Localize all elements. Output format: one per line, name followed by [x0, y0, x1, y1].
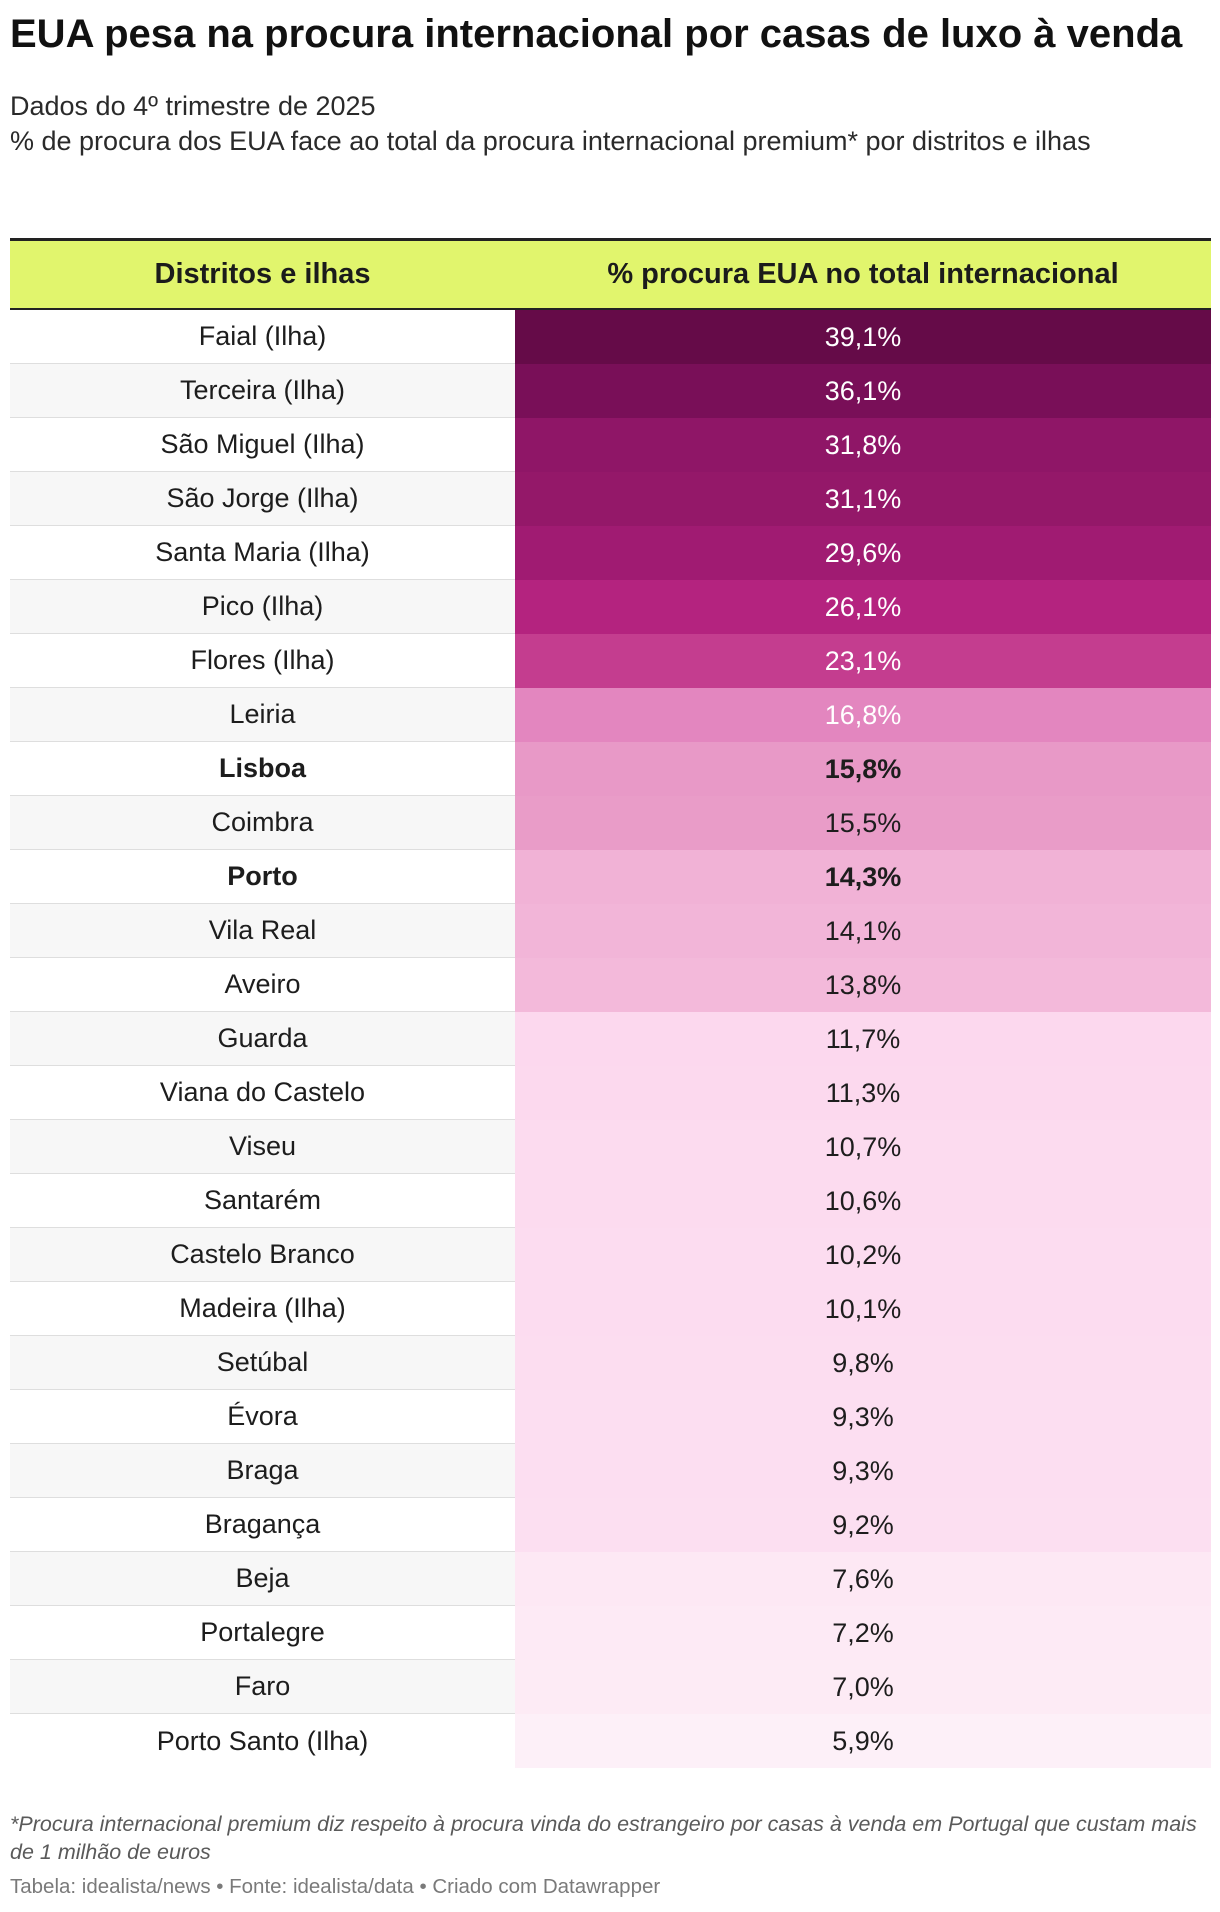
percentage-value-cell: 9,2%: [515, 1498, 1211, 1552]
percentage-value-cell: 13,8%: [515, 958, 1211, 1012]
percentage-value-cell: 31,1%: [515, 472, 1211, 526]
district-name-cell: Beja: [10, 1552, 515, 1606]
district-name-cell: Santa Maria (Ilha): [10, 526, 515, 580]
table-row: Guarda 11,7%: [10, 1012, 1211, 1066]
district-name-cell: Coimbra: [10, 796, 515, 850]
district-name-cell: Viana do Castelo: [10, 1066, 515, 1120]
district-name-cell: Leiria: [10, 688, 515, 742]
district-name-cell: Guarda: [10, 1012, 515, 1066]
table-row: Beja 7,6%: [10, 1552, 1211, 1606]
percentage-value-cell: 36,1%: [515, 364, 1211, 418]
district-name-cell: Santarém: [10, 1174, 515, 1228]
district-name-cell: Castelo Branco: [10, 1228, 515, 1282]
table-row: Santarém 10,6%: [10, 1174, 1211, 1228]
percentage-value-cell: 31,8%: [515, 418, 1211, 472]
percentage-value-cell: 7,0%: [515, 1660, 1211, 1714]
percentage-value-cell: 39,1%: [515, 310, 1211, 364]
percentage-value-cell: 10,2%: [515, 1228, 1211, 1282]
district-name-cell: Flores (Ilha): [10, 634, 515, 688]
table-row: Terceira (Ilha) 36,1%: [10, 364, 1211, 418]
district-name-cell: São Miguel (Ilha): [10, 418, 515, 472]
percentage-value-cell: 5,9%: [515, 1714, 1211, 1768]
table-row: Flores (Ilha) 23,1%: [10, 634, 1211, 688]
table-row: Leiria 16,8%: [10, 688, 1211, 742]
district-name-cell: Faro: [10, 1660, 515, 1714]
table-row: Faial (Ilha) 39,1%: [10, 310, 1211, 364]
district-name-cell: Madeira (Ilha): [10, 1282, 515, 1336]
table-row: Madeira (Ilha) 10,1%: [10, 1282, 1211, 1336]
table-row: Évora 9,3%: [10, 1390, 1211, 1444]
district-name-cell: Évora: [10, 1390, 515, 1444]
district-name-cell: Porto Santo (Ilha): [156, 1725, 369, 1756]
subtitle-line-1: Dados do 4º trimestre de 2025: [10, 91, 376, 121]
percentage-value-cell: 10,1%: [515, 1282, 1211, 1336]
district-name-cell: Braga: [10, 1444, 515, 1498]
percentage-value-cell: 9,3%: [515, 1390, 1211, 1444]
table-header: Distritos e ilhas % procura EUA no total…: [10, 238, 1211, 310]
percentage-value-cell: 11,3%: [515, 1066, 1211, 1120]
table-row: Porto Santo (Ilha) 5,9%: [10, 1714, 1211, 1768]
percentage-value-cell: 7,6%: [515, 1552, 1211, 1606]
table-row: Portalegre 7,2%: [10, 1606, 1211, 1660]
table-row: Castelo Branco 10,2%: [10, 1228, 1211, 1282]
table-row: São Jorge (Ilha) 31,1%: [10, 472, 1211, 526]
table-row: Lisboa 15,8%: [10, 742, 1211, 796]
table-row: Faro 7,0%: [10, 1660, 1211, 1714]
district-name-cell: Bragança: [10, 1498, 515, 1552]
table-row: Pico (Ilha) 26,1%: [10, 580, 1211, 634]
column-header-percentage[interactable]: % procura EUA no total internacional: [607, 258, 1119, 290]
table-row: Vila Real 14,1%: [10, 904, 1211, 958]
percentage-value-cell: 23,1%: [515, 634, 1211, 688]
table-row: Coimbra 15,5%: [10, 796, 1211, 850]
percentage-value-cell: 7,2%: [515, 1606, 1211, 1660]
data-table: Distritos e ilhas % procura EUA no total…: [10, 238, 1211, 1768]
district-name-cell: Porto: [10, 850, 515, 904]
percentage-value-cell: 14,3%: [515, 850, 1211, 904]
percentage-value-cell: 15,8%: [515, 742, 1211, 796]
percentage-value-cell: 11,7%: [515, 1012, 1211, 1066]
percentage-value-cell: 9,8%: [515, 1336, 1211, 1390]
percentage-value-cell: 14,1%: [515, 904, 1211, 958]
percentage-value-cell: 15,5%: [515, 796, 1211, 850]
district-name-cell: Portalegre: [10, 1606, 515, 1660]
footnote: *Procura internacional premium diz respe…: [10, 1812, 1197, 1864]
percentage-value-cell: 10,6%: [515, 1174, 1211, 1228]
table-row: Santa Maria (Ilha) 29,6%: [10, 526, 1211, 580]
district-name-cell: Pico (Ilha): [10, 580, 515, 634]
header: EUA pesa na procura internacional por ca…: [10, 10, 1210, 159]
source-credit: Tabela: idealista/news • Fonte: idealist…: [10, 1875, 661, 1898]
district-name-cell: Vila Real: [10, 904, 515, 958]
table-row: Bragança 9,2%: [10, 1498, 1211, 1552]
percentage-value-cell: 10,7%: [515, 1120, 1211, 1174]
chart-subtitle: Dados do 4º trimestre de 2025 % de procu…: [10, 89, 1210, 159]
district-name-cell: Faial (Ilha): [10, 310, 515, 364]
percentage-value-cell: 26,1%: [515, 580, 1211, 634]
percentage-value-cell: 29,6%: [515, 526, 1211, 580]
subtitle-line-2: % de procura dos EUA face ao total da pr…: [10, 126, 1091, 156]
table-row: São Miguel (Ilha) 31,8%: [10, 418, 1211, 472]
table-row: Setúbal 9,8%: [10, 1336, 1211, 1390]
table-row: Viseu 10,7%: [10, 1120, 1211, 1174]
percentage-value-cell: 16,8%: [515, 688, 1211, 742]
table-row: Viana do Castelo 11,3%: [10, 1066, 1211, 1120]
table-row: Braga 9,3%: [10, 1444, 1211, 1498]
table-row: Aveiro 13,8%: [10, 958, 1211, 1012]
table-row: Porto 14,3%: [10, 850, 1211, 904]
district-name-cell: São Jorge (Ilha): [10, 472, 515, 526]
chart-title: EUA pesa na procura internacional por ca…: [10, 12, 1183, 56]
table-body: Faial (Ilha) 39,1% Terceira (Ilha) 36,1% São…: [10, 310, 1211, 1768]
column-header-district[interactable]: Distritos e ilhas: [154, 258, 371, 290]
district-name-cell: Viseu: [10, 1120, 515, 1174]
district-name-cell: Aveiro: [10, 958, 515, 1012]
district-name-cell: Lisboa: [10, 742, 515, 796]
district-name-cell: Setúbal: [10, 1336, 515, 1390]
district-name-cell: Terceira (Ilha): [10, 364, 515, 418]
percentage-value-cell: 9,3%: [515, 1444, 1211, 1498]
